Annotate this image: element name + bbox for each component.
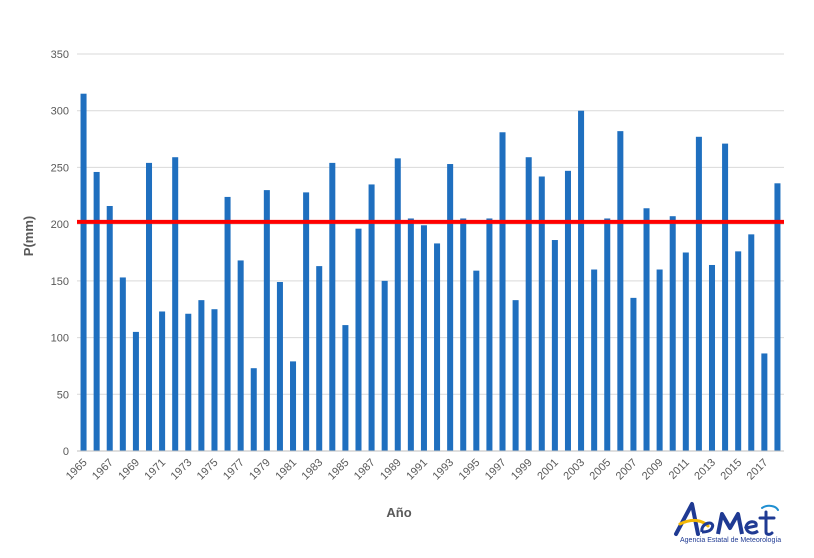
bar-1968 [119, 277, 126, 451]
x-tick-label: 1989 [378, 457, 404, 483]
bar-1967 [106, 205, 113, 451]
x-tick-label: 1979 [247, 457, 273, 483]
bar-1979 [263, 190, 270, 451]
bar-2013 [708, 264, 716, 451]
bar-1980 [276, 281, 283, 451]
bar-1984 [329, 162, 336, 452]
bar-2007 [630, 297, 637, 451]
bar-1975 [211, 309, 218, 451]
bar-1969 [132, 331, 139, 451]
bar-2006 [617, 131, 624, 452]
bar-2012 [695, 136, 702, 451]
bar-1996 [486, 218, 493, 451]
bar-1982 [303, 192, 310, 451]
gridlines [77, 53, 784, 395]
x-tick-label: 1973 [169, 457, 195, 483]
y-tick-label: 100 [51, 333, 69, 345]
bar-1977 [237, 260, 244, 451]
bar-1965 [80, 93, 87, 451]
y-tick-label: 350 [51, 49, 69, 61]
bar-1998 [512, 300, 519, 451]
y-tick-label: 50 [57, 389, 69, 401]
y-tick-label: 300 [51, 106, 69, 118]
x-axis-title: Año [386, 505, 411, 520]
bar-2011 [682, 252, 689, 451]
bar-1970 [145, 162, 153, 452]
x-tick-label: 2011 [667, 457, 692, 482]
x-tick-label: 2015 [718, 457, 744, 483]
bar-1974 [198, 300, 205, 451]
x-tick-label: 1995 [457, 457, 483, 483]
bar-1993 [447, 164, 454, 452]
bar-1976 [224, 196, 231, 451]
bar-1983 [316, 266, 323, 451]
x-tick-label: 1985 [326, 457, 352, 483]
y-tick-labels: 0 50 100 150 200 250 300 350 [51, 49, 69, 458]
x-tick-label: 1983 [300, 457, 326, 483]
y-axis-title: P(mm) [21, 216, 36, 256]
x-tick-label: 2009 [640, 457, 666, 483]
x-tick-label: 1993 [430, 457, 456, 483]
bar-1995 [473, 270, 480, 451]
x-tick-label: 1997 [483, 457, 509, 483]
bar-2017 [761, 353, 768, 451]
aemet-logo [674, 502, 779, 536]
x-tick-label: 1987 [352, 457, 378, 483]
x-tick-label: 1981 [273, 457, 299, 483]
bar-1992 [434, 243, 441, 451]
bar-1981 [290, 361, 297, 451]
x-tick-label: 1999 [509, 457, 535, 483]
bar-1985 [342, 325, 349, 451]
bar-1972 [172, 157, 179, 451]
bar-1991 [420, 225, 427, 451]
bar-2003 [578, 110, 585, 451]
y-tick-label: 250 [51, 162, 69, 174]
bar-1986 [355, 228, 362, 451]
bar-2002 [564, 170, 571, 451]
bar-2015 [735, 251, 742, 451]
x-tick-label: 1969 [116, 457, 142, 483]
y-tick-label: 150 [51, 276, 69, 288]
bar-2010 [669, 216, 676, 451]
bar-1999 [525, 157, 532, 451]
bar-1973 [185, 313, 192, 451]
bar-1971 [159, 311, 166, 451]
bar-1966 [93, 171, 100, 452]
bar-1988 [381, 280, 388, 451]
x-tick-label: 2005 [588, 457, 614, 483]
x-tick-label: 2007 [614, 457, 640, 483]
x-tick-label: 1967 [90, 457, 116, 483]
bar-2000 [538, 176, 545, 451]
bar-1994 [460, 218, 467, 451]
bar-2018 [774, 183, 781, 451]
bar-2009 [656, 269, 663, 451]
x-tick-label: 2001 [535, 457, 561, 483]
bar-2008 [643, 208, 650, 451]
bar-1990 [407, 218, 414, 451]
x-tick-label: 1977 [221, 457, 247, 483]
bar-2001 [551, 240, 558, 451]
x-tick-label: 1965 [64, 457, 90, 483]
y-tick-label: 200 [51, 219, 69, 231]
bar-2005 [604, 218, 611, 451]
bar-series [80, 93, 781, 452]
x-tick-label: 1991 [404, 457, 430, 483]
bar-1989 [394, 158, 401, 451]
x-tick-labels: 1965 1967 1969 1971 1973 1975 1977 1979 1981 1983… [64, 457, 771, 483]
x-tick-label: 2017 [745, 457, 771, 483]
bar-1987 [368, 184, 375, 451]
bar-1997 [499, 132, 506, 451]
y-tick-label: 0 [63, 446, 69, 458]
x-tick-label: 1975 [195, 457, 221, 483]
bar-2004 [591, 269, 598, 451]
x-tick-label: 2013 [692, 457, 718, 483]
x-tick-label: 2003 [561, 457, 587, 483]
bar-2016 [748, 234, 755, 451]
bar-2014 [722, 143, 729, 451]
logo-subtitle: Agencia Estatal de Meteorología [680, 537, 782, 544]
bar-1978 [250, 368, 257, 451]
x-tick-label: 1971 [142, 457, 168, 483]
